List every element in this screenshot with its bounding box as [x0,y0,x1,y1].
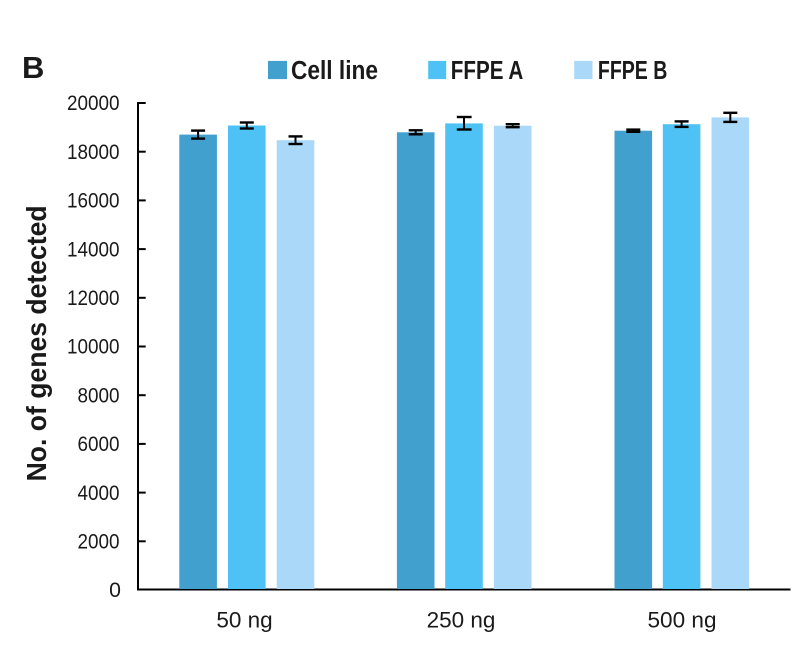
svg-text:18000: 18000 [67,141,120,164]
svg-text:B: B [22,50,44,85]
svg-text:4000: 4000 [78,482,120,505]
svg-text:500 ng: 500 ng [648,607,717,632]
svg-text:10000: 10000 [67,336,120,359]
svg-text:Cell line: Cell line [291,57,378,85]
svg-text:6000: 6000 [78,433,120,456]
svg-text:FFPE B: FFPE B [598,57,668,85]
svg-text:FFPE A: FFPE A [451,57,524,85]
svg-text:0: 0 [109,579,121,602]
svg-text:20000: 20000 [67,92,120,115]
svg-text:2000: 2000 [78,531,120,554]
svg-text:8000: 8000 [78,384,120,407]
svg-text:50 ng: 50 ng [216,607,272,632]
svg-text:14000: 14000 [67,238,120,261]
svg-text:250 ng: 250 ng [427,607,496,632]
svg-text:16000: 16000 [67,190,120,213]
svg-text:12000: 12000 [67,287,120,310]
svg-text:No. of genes detected: No. of genes detected [21,205,52,481]
